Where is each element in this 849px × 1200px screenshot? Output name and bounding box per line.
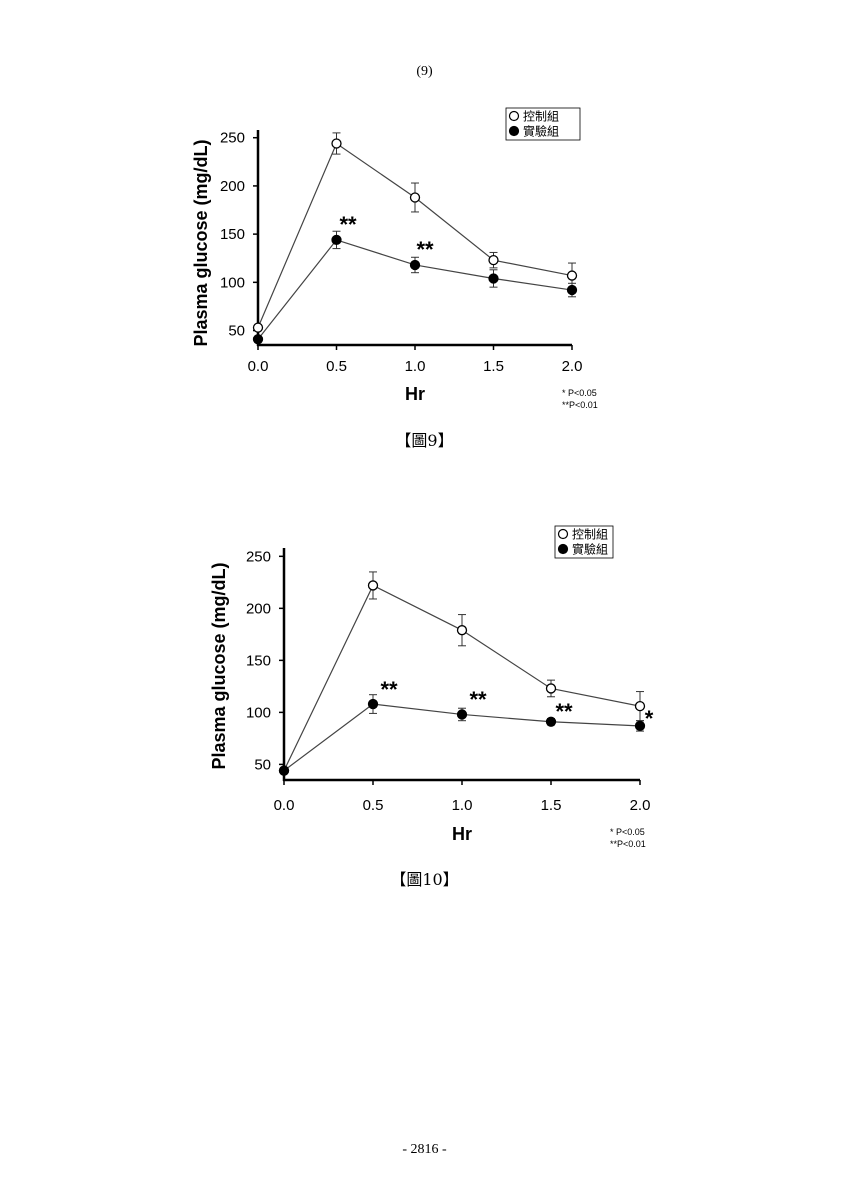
figure-9-caption: 【圖9】 (395, 431, 454, 450)
legend-label: 實驗組 (523, 124, 559, 139)
legend-open-circle-icon (557, 528, 569, 540)
y-tick-label: 150 (246, 652, 271, 669)
figure-10-caption: 【圖10】 (390, 870, 459, 889)
y-tick-label: 200 (246, 600, 271, 617)
legend-label: 控制組 (523, 110, 559, 124)
experimental-data-point (488, 273, 499, 284)
y-axis-title: Plasma glucose (mg/dL) (191, 139, 211, 346)
significance-marker: ** (469, 687, 487, 712)
control-data-point (456, 625, 468, 636)
control-data-point (252, 322, 264, 333)
significance-marker: * (645, 706, 654, 731)
significance-note: **P<0.01 (610, 839, 646, 849)
x-tick-label: 1.0 (405, 358, 426, 375)
y-axis-title: Plasma glucose (mg/dL) (209, 562, 229, 769)
experimental-data-point (252, 334, 264, 345)
glucose-chart-figure-9: 50 100 150 200 250 0.0 0.5 1.0 1.5 2.0 Hr Plasma gl… (191, 107, 598, 410)
x-tick-label: 1.5 (483, 358, 504, 375)
x-tick-label: 2.0 (562, 358, 583, 375)
significance-marker: ** (339, 212, 357, 237)
significance-marker: ** (416, 237, 434, 262)
experimental-data-point (409, 259, 421, 271)
glucose-chart-figure-10: 50 100 150 200 250 0.0 0.5 1.0 1.5 2.0 Hr Plasma gl… (209, 525, 654, 849)
y-tick-label: 200 (220, 178, 245, 195)
x-tick-label: 2.0 (630, 797, 651, 814)
significance-note: **P<0.01 (562, 400, 598, 410)
y-tick-label: 100 (246, 704, 271, 721)
y-tick-label: 50 (228, 323, 245, 340)
x-tick-label: 0.5 (326, 358, 347, 375)
experimental-data-point (545, 716, 557, 727)
x-tick-label: 0.0 (274, 797, 295, 814)
control-data-point (409, 192, 421, 203)
experimental-data-point (367, 698, 379, 710)
y-tick-label: 100 (220, 274, 245, 291)
control-data-point (331, 138, 342, 149)
legend-open-circle-icon (508, 110, 520, 122)
x-tick-label: 1.5 (541, 797, 562, 814)
control-data-point (545, 683, 557, 694)
legend-filled-circle-icon (557, 543, 569, 555)
significance-marker: ** (555, 699, 573, 724)
page-header-number: (9) (416, 64, 433, 79)
experimental-data-point (456, 709, 468, 720)
significance-note: * P<0.05 (562, 388, 597, 398)
experimental-data-point (331, 234, 342, 246)
control-data-point (566, 270, 578, 281)
control-data-point (367, 580, 379, 591)
experimental-data-point (634, 720, 646, 732)
legend-label: 實驗組 (572, 542, 608, 557)
control-data-point (634, 700, 646, 712)
y-tick-label: 150 (220, 226, 245, 243)
x-axis-title: Hr (405, 384, 425, 404)
experimental-data-point (566, 284, 578, 296)
significance-note: * P<0.05 (610, 827, 645, 837)
legend-filled-circle-icon (508, 125, 520, 137)
y-tick-label: 250 (220, 130, 245, 147)
y-tick-label: 50 (254, 756, 271, 773)
series-line-control (283, 584, 641, 771)
x-tick-label: 0.0 (248, 358, 269, 375)
y-tick-label: 250 (246, 548, 271, 565)
page-footer-number: - 2816 - (402, 1142, 447, 1157)
experimental-data-point (278, 765, 290, 776)
x-tick-label: 1.0 (452, 797, 473, 814)
legend-label: 控制組 (572, 528, 608, 542)
control-data-point (488, 255, 499, 266)
significance-marker: ** (380, 677, 398, 702)
x-axis-title: Hr (452, 824, 472, 844)
x-tick-label: 0.5 (363, 797, 384, 814)
